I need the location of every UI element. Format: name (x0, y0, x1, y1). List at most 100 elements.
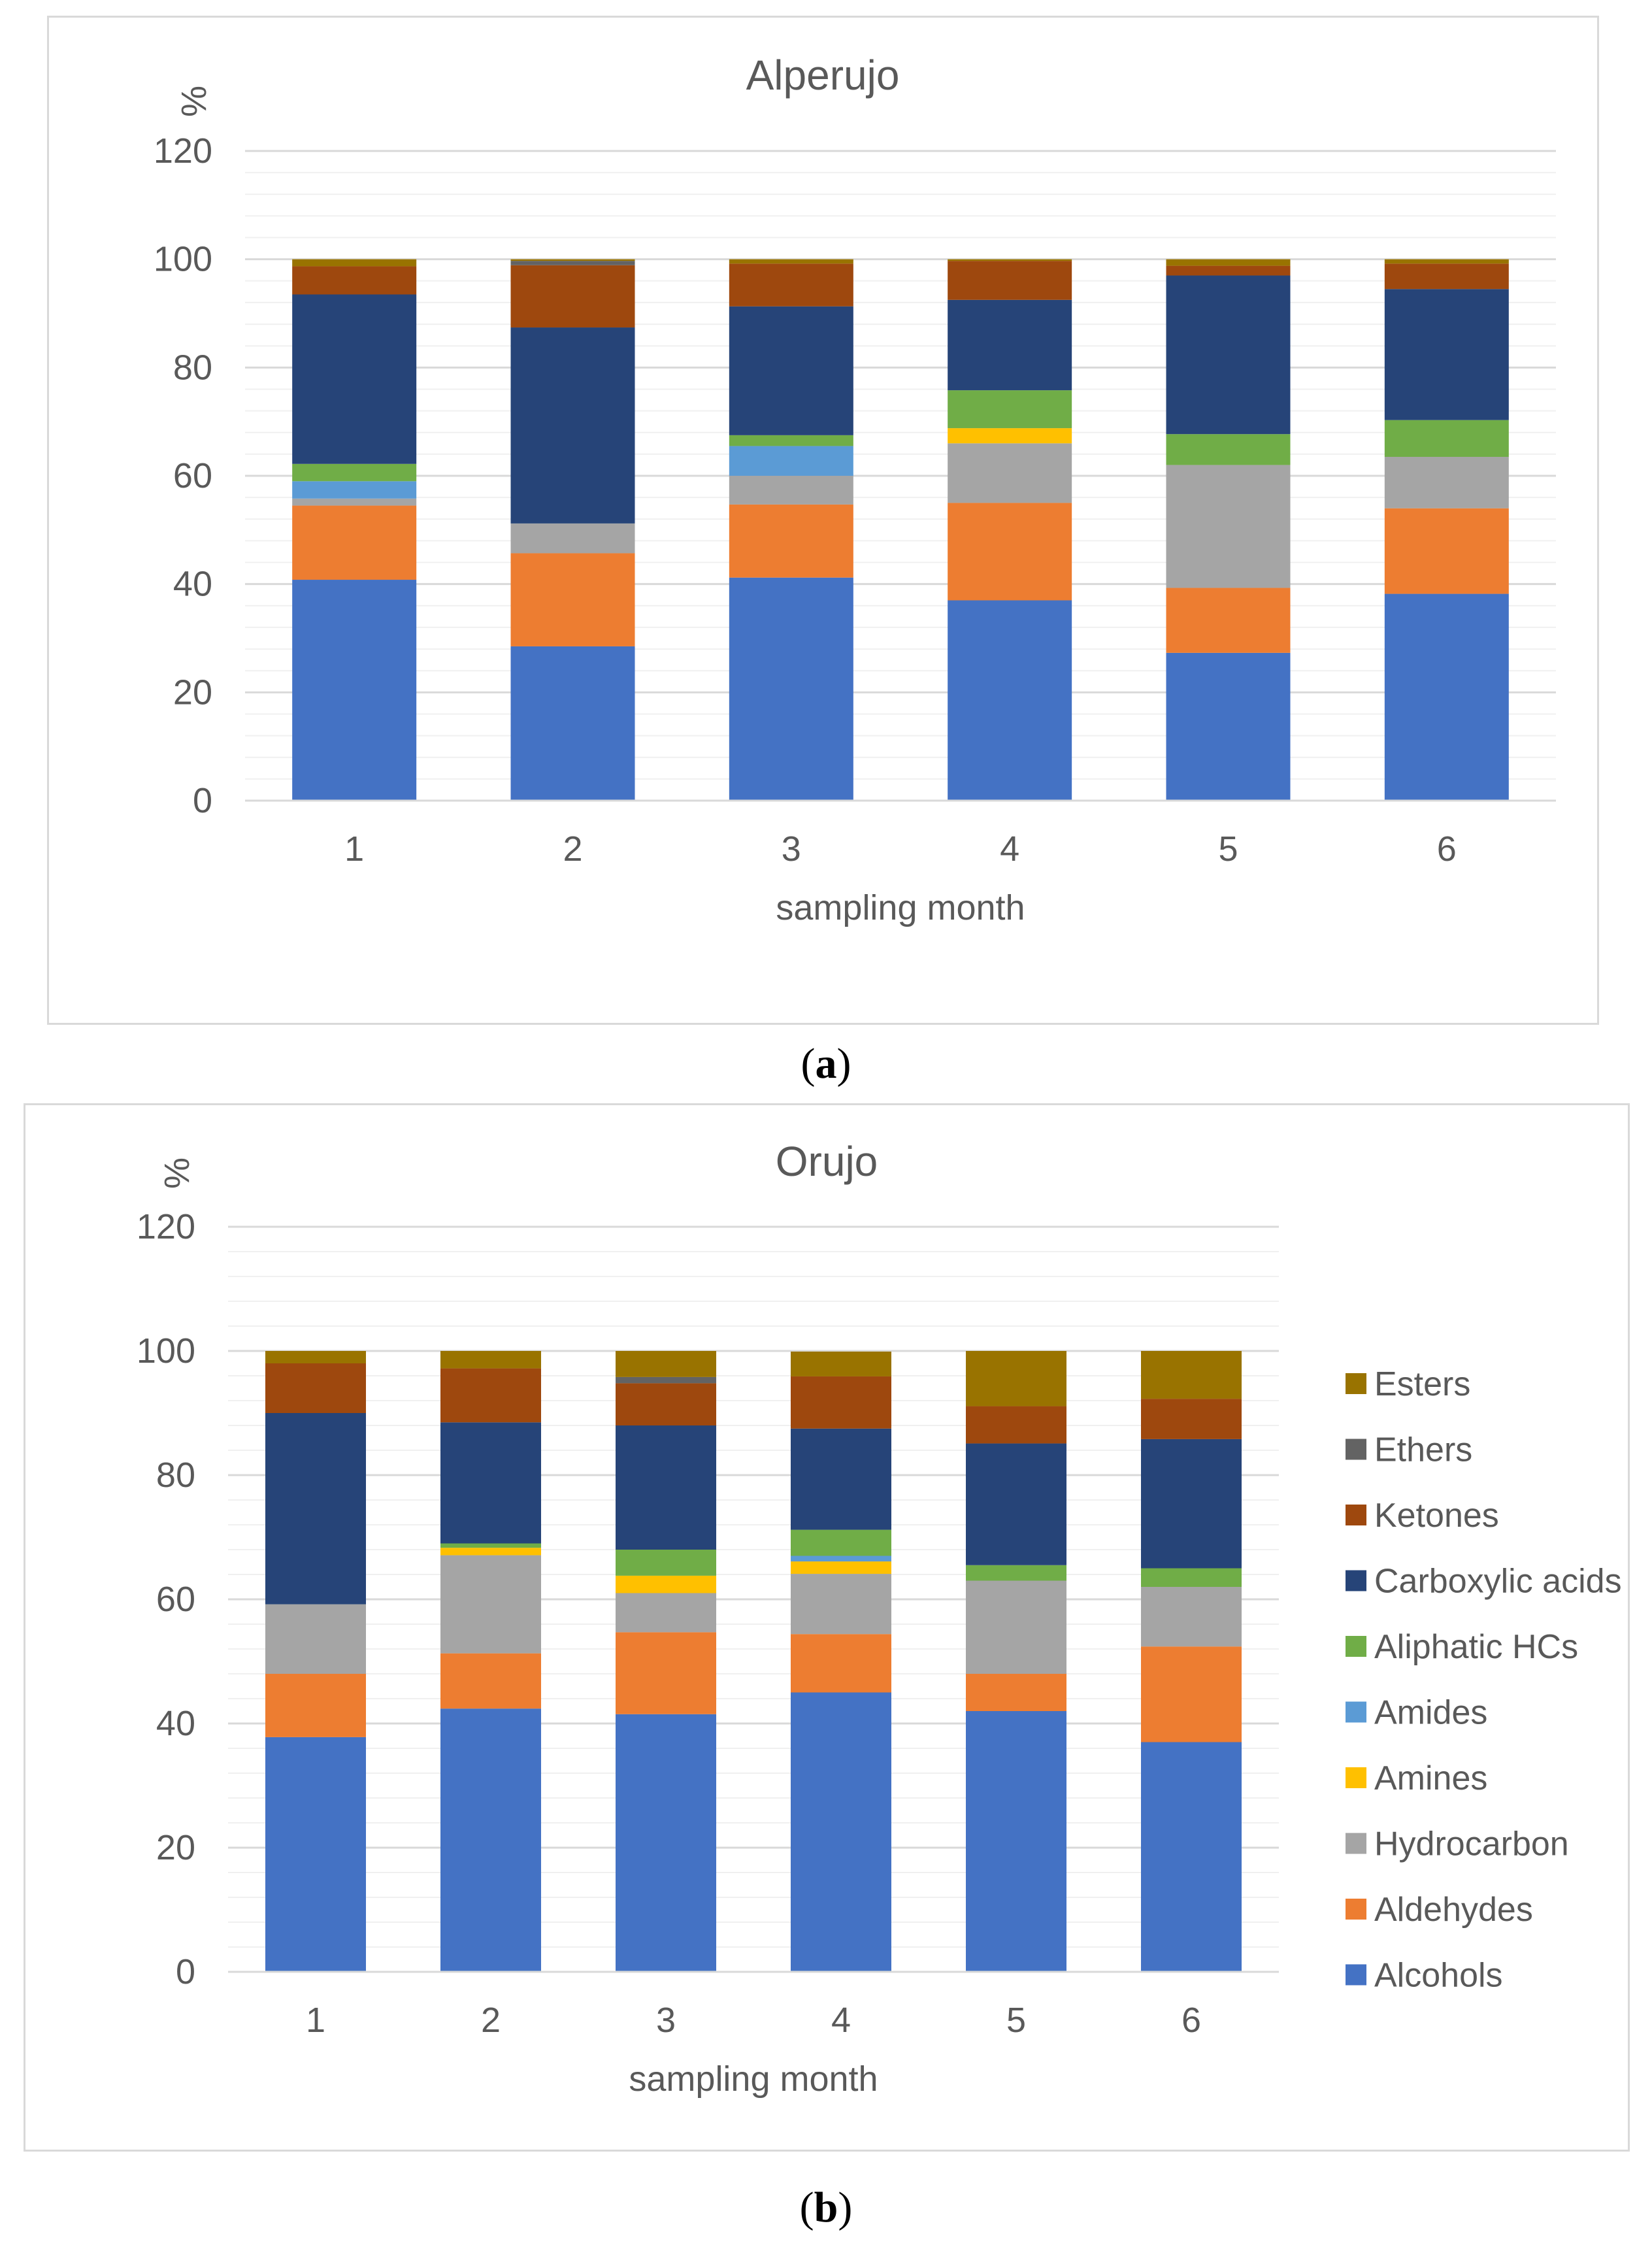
y-tick-label: 20 (173, 673, 212, 712)
bar-segment-aldehydes-1 (265, 1674, 366, 1737)
bar-segment-aliphatic-hcs-4 (948, 390, 1072, 429)
legend-swatch (1346, 1767, 1366, 1788)
y-tick-label: 100 (154, 240, 212, 279)
bar-segment-amides-1 (292, 481, 417, 499)
legend-swatch (1346, 1570, 1366, 1591)
bar-segment-aldehydes-5 (1166, 588, 1291, 653)
bar-segment-aliphatic-hcs-6 (1384, 420, 1509, 458)
y-tick-label: 40 (156, 1704, 195, 1743)
bar-segment-alcohols-2 (440, 1708, 541, 1972)
bar-segment-amines-3 (616, 1575, 716, 1593)
bar-segment-esters-3 (616, 1351, 716, 1377)
bar-segment-alcohols-1 (265, 1737, 366, 1972)
bar-segment-hydrocarbon-2 (440, 1555, 541, 1654)
bar-segment-amides-4 (791, 1556, 891, 1562)
bar-segment-ketones-4 (948, 261, 1072, 300)
legend-swatch (1346, 1439, 1366, 1460)
bar-segment-carboxylic-acids-4 (791, 1428, 891, 1530)
bar-segment-esters-5 (966, 1351, 1066, 1406)
bar-segment-aldehydes-6 (1384, 508, 1509, 594)
chart-title: Alperujo (746, 52, 900, 99)
y-tick-label: 120 (154, 131, 212, 171)
bar-segment-carboxylic-acids-5 (1166, 275, 1291, 435)
caption-a: (a) (801, 1040, 851, 1088)
bar-segment-esters-6 (1384, 259, 1509, 264)
y-tick-label: 60 (156, 1580, 195, 1619)
legend-swatch (1346, 1636, 1366, 1657)
x-tick-label: 1 (306, 2001, 325, 2040)
bar-segment-hydrocarbon-6 (1384, 457, 1509, 508)
bar-segment-ketones-2 (440, 1368, 541, 1423)
bar-segment-hydrocarbon-5 (1166, 465, 1291, 588)
bar-segment-hydrocarbon-1 (292, 498, 417, 506)
x-axis-label: sampling month (629, 2059, 878, 2099)
y-tick-label: 120 (137, 1207, 195, 1246)
legend-label: Carboxylic acids (1374, 1563, 1622, 1601)
y-tick-label: 40 (173, 565, 212, 604)
bar-segment-carboxylic-acids-1 (265, 1413, 366, 1605)
bar-segment-ketones-6 (1384, 263, 1509, 290)
legend-swatch (1346, 1964, 1366, 1986)
bar-segment-amines-2 (440, 1548, 541, 1556)
chart-orujo: 0 20 40 60 80 100 120 1 2 3 4 5 6 Orujo sampling month… (137, 1138, 1622, 2099)
bar-segment-alcohols-2 (510, 646, 635, 801)
bar-segment-esters-2 (510, 259, 635, 261)
bar-segment-aldehydes-2 (440, 1653, 541, 1709)
bar-segment-esters-4 (948, 259, 1072, 261)
bar-segment-alcohols-4 (948, 600, 1072, 801)
legend-label: Esters (1374, 1365, 1470, 1403)
bar-segment-esters-2 (440, 1351, 541, 1369)
bar-segment-aldehydes-1 (292, 505, 417, 580)
bar-segment-amines-4 (948, 428, 1072, 444)
bar-segment-aldehydes-5 (966, 1674, 1066, 1711)
bar-segment-aliphatic-hcs-6 (1141, 1568, 1242, 1587)
y-tick-label: 0 (176, 1952, 195, 1991)
bar-segment-alcohols-5 (1166, 652, 1291, 801)
bar-segment-esters-4 (791, 1351, 891, 1376)
chart-alperujo: 0 20 40 60 80 100 120 1 2 3 4 5 6 Alperujo sampling mo… (154, 52, 1556, 927)
bar-segment-hydrocarbon-4 (948, 443, 1072, 503)
x-tick-label: 1 (344, 829, 364, 869)
y-tick-label: 0 (193, 781, 212, 820)
bar-segment-carboxylic-acids-3 (729, 306, 853, 435)
legend-swatch (1346, 1833, 1366, 1854)
legend-label: Hydrocarbon (1374, 1825, 1569, 1863)
bar-segment-ketones-4 (791, 1376, 891, 1429)
chart-panel-orujo: 0 20 40 60 80 100 120 1 2 3 4 5 6 Orujo sampling month… (24, 1103, 1630, 2152)
bar-segment-esters-5 (1166, 259, 1291, 266)
bar-segment-carboxylic-acids-6 (1384, 289, 1509, 420)
caption-b-label: b (814, 2184, 838, 2231)
bar-segment-ketones-3 (616, 1383, 716, 1425)
legend-label: Alcohols (1374, 1957, 1503, 1995)
legend-swatch (1346, 1701, 1366, 1723)
bar-segment-aliphatic-hcs-1 (292, 463, 417, 482)
legend-label: Amides (1374, 1694, 1487, 1732)
x-tick-label: 5 (1218, 829, 1238, 869)
bar-segment-aliphatic-hcs-3 (729, 435, 853, 446)
legend-label: Amines (1374, 1759, 1487, 1797)
bar-segment-carboxylic-acids-2 (440, 1422, 541, 1544)
bar-segment-ketones-3 (729, 263, 853, 307)
x-tick-label: 4 (1000, 829, 1019, 869)
bar-segment-ketones-2 (510, 265, 635, 328)
bar-segment-esters-1 (265, 1351, 366, 1363)
bar-segment-hydrocarbon-3 (729, 476, 853, 505)
legend-swatch (1346, 1373, 1366, 1394)
bar-segment-esters-3 (729, 259, 853, 264)
x-tick-label: 2 (563, 829, 582, 869)
y-tick-label: 60 (173, 456, 212, 495)
bar-segment-carboxylic-acids-6 (1141, 1439, 1242, 1569)
bar-segment-aldehydes-3 (616, 1632, 716, 1714)
bar-segment-aldehydes-2 (510, 553, 635, 646)
x-axis-label: sampling month (776, 888, 1025, 927)
x-tick-label: 4 (831, 2001, 851, 2040)
bar-segment-aliphatic-hcs-5 (1166, 434, 1291, 465)
bar-segment-alcohols-6 (1141, 1742, 1242, 1972)
bar-segment-alcohols-1 (292, 580, 417, 801)
x-tick-label: 3 (656, 2001, 676, 2040)
chart-panel-alperujo: 0 20 40 60 80 100 120 1 2 3 4 5 6 Alperujo sampling mo… (47, 16, 1599, 1025)
bar-segment-hydrocarbon-3 (616, 1593, 716, 1633)
y-tick-label: 100 (137, 1331, 195, 1371)
bar-segment-carboxylic-acids-1 (292, 294, 417, 464)
x-tick-label: 5 (1006, 2001, 1026, 2040)
